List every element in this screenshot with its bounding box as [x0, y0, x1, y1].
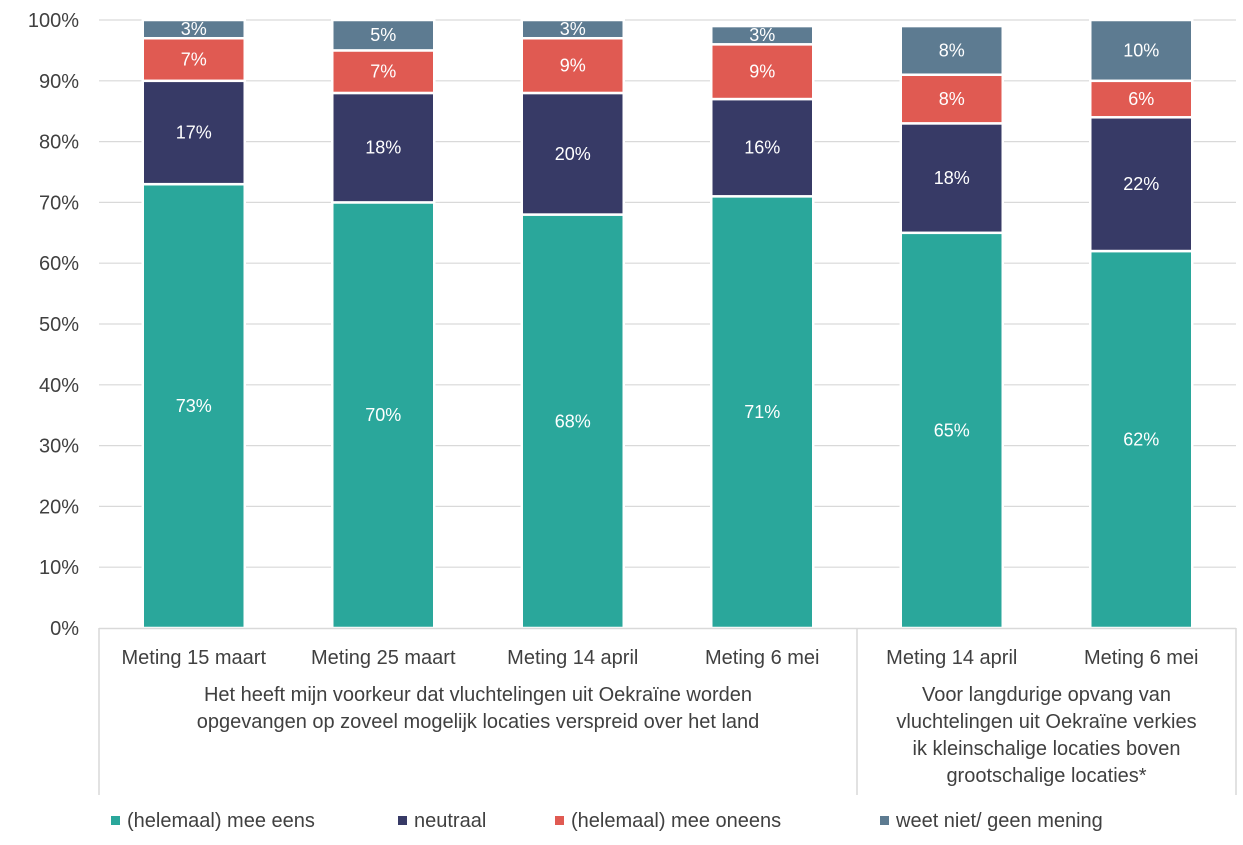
bar-segment — [141, 36, 246, 83]
data-label: 22% — [1123, 174, 1159, 194]
data-label: 8% — [939, 40, 965, 60]
category-label: Meting 14 april — [886, 647, 1017, 669]
data-label: 70% — [365, 405, 401, 425]
y-tick-label: 10% — [39, 557, 79, 579]
bar-segment — [141, 79, 246, 186]
legend-label: (helemaal) mee oneens — [571, 810, 781, 832]
legend-swatch — [555, 816, 564, 825]
legend-swatch — [880, 816, 889, 825]
data-label: 18% — [934, 168, 970, 188]
y-tick-label: 70% — [39, 192, 79, 214]
data-label: 73% — [176, 396, 212, 416]
group-label-line: ik kleinschalige locaties boven — [913, 738, 1181, 760]
y-tick-label: 40% — [39, 375, 79, 397]
bar-segment — [710, 43, 815, 101]
y-tick-label: 100% — [28, 10, 79, 32]
data-label: 62% — [1123, 430, 1159, 450]
bar-segment — [710, 97, 815, 198]
data-label: 7% — [370, 62, 396, 82]
legend-label: weet niet/ geen mening — [895, 810, 1103, 832]
legend-label: (helemaal) mee eens — [127, 810, 315, 832]
bar-segment — [1089, 116, 1194, 253]
gridlines — [99, 19, 1236, 568]
category-label: Meting 6 mei — [705, 647, 820, 669]
bars: 73% 17% 7% 3% 70% 18% 7% 5% 68% 20% 9% 3% 71% 16% 9% 3%… — [141, 18, 1194, 630]
data-label: 68% — [555, 411, 591, 431]
bar-segment — [899, 73, 1004, 125]
category-label: Meting 6 mei — [1084, 647, 1199, 669]
bar-segment — [710, 24, 815, 46]
data-label: 17% — [176, 122, 212, 142]
group-label-line: Voor langdurige opvang van — [922, 684, 1171, 706]
bar-segment — [331, 49, 436, 95]
bar-segment — [141, 18, 246, 40]
data-label: 20% — [555, 144, 591, 164]
y-tick-label: 60% — [39, 253, 79, 275]
data-label: 7% — [181, 50, 207, 70]
data-label: 8% — [939, 89, 965, 109]
category-label: Meting 14 april — [507, 647, 638, 669]
bar-segment — [331, 18, 436, 52]
x-axis: Meting 15 maart Meting 25 maart Meting 14 … — [98, 627, 1237, 795]
y-tick-label: 30% — [39, 436, 79, 458]
data-label: 6% — [1128, 89, 1154, 109]
bar-segment — [520, 91, 625, 216]
group-label-line: grootschalige locaties* — [946, 765, 1146, 787]
y-tick-label: 20% — [39, 496, 79, 518]
category-label: Meting 25 maart — [311, 647, 456, 669]
data-label: 10% — [1123, 40, 1159, 60]
legend-swatch — [398, 816, 407, 825]
data-label: 3% — [181, 19, 207, 39]
bar-segment — [520, 213, 625, 630]
bar-segment — [1089, 18, 1194, 83]
y-tick-label: 50% — [39, 314, 79, 336]
data-label: 18% — [365, 138, 401, 158]
bar-segment — [1089, 249, 1194, 630]
legend-label: neutraal — [414, 810, 486, 832]
bar-segment — [899, 24, 1004, 76]
y-axis: 0% 10% 20% 30% 40% 50% 60% 70% 80% 90% 100% — [28, 10, 79, 640]
data-label: 16% — [744, 138, 780, 158]
y-tick-label: 90% — [39, 71, 79, 93]
bar-segment — [899, 231, 1004, 630]
data-label: 5% — [370, 25, 396, 45]
data-label: 9% — [560, 56, 586, 76]
data-label: 3% — [560, 19, 586, 39]
group-label-line: Het heeft mijn voorkeur dat vluchtelinge… — [204, 684, 752, 706]
group-label-line: opgevangen op zoveel mogelijk locaties v… — [197, 711, 760, 733]
group-label-line: vluchtelingen uit Oekraïne verkies — [896, 711, 1196, 733]
y-tick-label: 80% — [39, 132, 79, 154]
bar-segment — [520, 18, 625, 40]
data-label: 3% — [749, 25, 775, 45]
data-label: 65% — [934, 420, 970, 440]
data-label: 71% — [744, 402, 780, 422]
category-label: Meting 15 maart — [121, 647, 266, 669]
bar-segment — [331, 91, 436, 204]
y-tick-label: 0% — [50, 618, 79, 640]
legend: (helemaal) mee eens neutraal (helemaal) me… — [111, 810, 1103, 832]
data-label: 9% — [749, 62, 775, 82]
legend-swatch — [111, 816, 120, 825]
